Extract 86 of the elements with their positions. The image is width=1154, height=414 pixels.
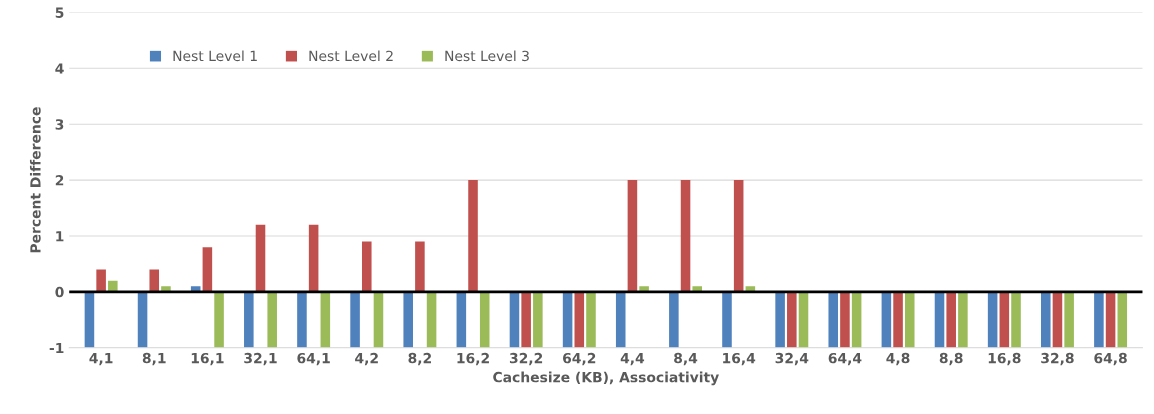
bar xyxy=(946,291,956,348)
bar xyxy=(244,291,254,348)
x-tick-label: 64,4 xyxy=(828,352,862,366)
x-tick-label: 32,1 xyxy=(244,352,277,366)
x-tick-label: 8,2 xyxy=(408,352,431,366)
x-tick-label: 64,2 xyxy=(563,352,596,366)
bar xyxy=(775,291,785,348)
bar xyxy=(669,291,679,348)
x-tick-label: 4,4 xyxy=(620,353,645,366)
bar xyxy=(1064,291,1074,348)
bar xyxy=(586,291,596,348)
bar xyxy=(987,291,998,348)
bar xyxy=(96,269,106,292)
bar xyxy=(904,291,915,348)
bar xyxy=(680,180,691,292)
bar xyxy=(722,291,732,348)
x-tick-label: 32,8 xyxy=(1041,352,1074,366)
bar xyxy=(403,291,413,348)
bar xyxy=(415,241,425,292)
legend-label: Nest Level 1 xyxy=(173,50,257,62)
bar xyxy=(202,247,213,292)
bar xyxy=(1052,291,1063,348)
bar xyxy=(893,291,903,348)
bar xyxy=(798,291,809,348)
x-tick-label: 8,8 xyxy=(939,352,963,366)
x-tick-label: 16,8 xyxy=(988,352,1021,366)
bar xyxy=(1105,291,1116,348)
bar xyxy=(521,291,531,348)
bar xyxy=(149,269,160,292)
x-tick-label: 64,1 xyxy=(297,352,330,366)
y-tick-label: 4 xyxy=(55,63,64,74)
bar xyxy=(574,291,585,348)
bar xyxy=(999,291,1010,348)
bar xyxy=(562,291,573,348)
x-tick-label: 16,4 xyxy=(723,352,756,366)
legend-label: Nest Level 2 xyxy=(309,50,393,62)
bar xyxy=(881,291,892,348)
bar xyxy=(615,291,626,348)
bar xyxy=(840,291,850,348)
y-axis-title: Percent Difference xyxy=(29,107,41,253)
bar xyxy=(828,291,839,348)
bar xyxy=(456,291,467,348)
x-tick-label: 16,1 xyxy=(191,352,224,366)
bar xyxy=(426,291,437,348)
x-tick-label: 32,2 xyxy=(509,352,543,366)
bar xyxy=(533,291,543,348)
bar xyxy=(851,291,862,348)
bar xyxy=(320,291,331,348)
x-tick-label: 4,2 xyxy=(355,352,378,366)
bar xyxy=(627,180,638,292)
x-tick-label: 4,1 xyxy=(89,353,113,366)
bar xyxy=(1117,291,1128,348)
legend-label: Nest Level 3 xyxy=(445,50,529,62)
x-tick-label: 64,8 xyxy=(1094,352,1127,366)
bar xyxy=(468,180,478,292)
y-tick-label: -1 xyxy=(49,342,64,354)
bar xyxy=(350,291,360,348)
bar xyxy=(373,291,384,348)
bar xyxy=(733,180,744,292)
x-axis-title: Cachesize (KB), Associativity xyxy=(493,371,719,386)
bar xyxy=(787,291,797,348)
bar xyxy=(479,291,490,348)
x-tick-label: 8,4 xyxy=(674,352,698,366)
y-tick-label: 2 xyxy=(55,175,64,186)
bar xyxy=(214,291,224,348)
bar xyxy=(1011,291,1021,348)
bar xyxy=(137,291,148,348)
bar xyxy=(958,291,968,348)
bar xyxy=(267,291,277,348)
x-tick-label: 32,4 xyxy=(775,352,809,366)
y-tick-label: 5 xyxy=(55,7,64,18)
x-tick-label: 16,2 xyxy=(457,352,489,366)
bar xyxy=(308,224,319,292)
x-tick-label: 4,8 xyxy=(886,352,910,366)
bar xyxy=(1040,291,1051,348)
bar xyxy=(361,241,372,292)
y-tick-label: 1 xyxy=(56,231,64,242)
bar xyxy=(934,291,945,348)
bar xyxy=(297,291,307,348)
x-tick-label: 8,1 xyxy=(142,352,166,366)
bar xyxy=(84,291,95,348)
y-tick-label: 3 xyxy=(55,119,64,130)
bar xyxy=(509,291,520,348)
y-tick-label: 0 xyxy=(55,286,64,298)
bar xyxy=(255,224,266,292)
bar xyxy=(1094,291,1104,348)
